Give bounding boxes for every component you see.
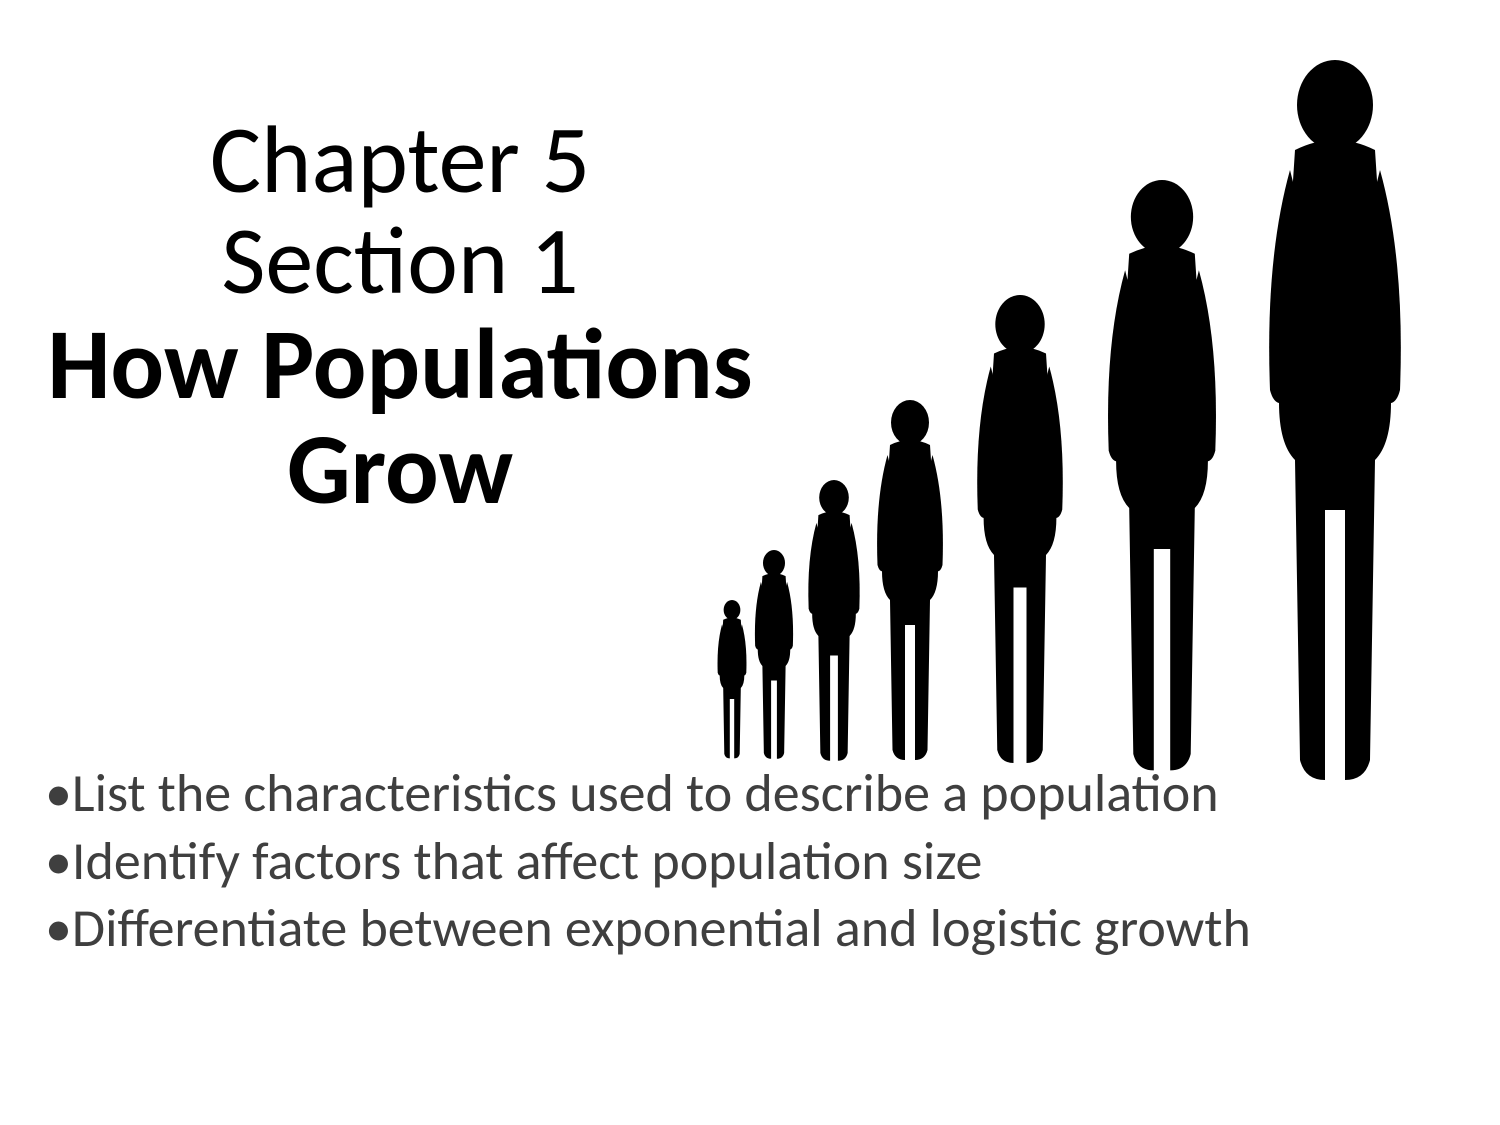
- bullet-item: •Identify factors that affect population…: [45, 828, 1425, 896]
- bullet-list: •List the characteristics used to descri…: [45, 760, 1425, 963]
- title-main-line1: How Populations: [40, 312, 760, 417]
- bullet-text: Differentiate between exponential and lo…: [72, 895, 1251, 961]
- bullet-item: •Differentiate between exponential and l…: [45, 895, 1425, 963]
- bullet-item: •List the characteristics used to descri…: [45, 760, 1425, 828]
- slide-title-block: Chapter 5 Section 1 How Populations Grow: [40, 110, 760, 522]
- title-main-line2: Grow: [40, 417, 760, 522]
- title-chapter: Chapter 5: [40, 110, 760, 211]
- bullet-text: Identify factors that affect population …: [72, 828, 982, 894]
- title-section: Section 1: [40, 211, 760, 312]
- bullet-text: List the characteristics used to describ…: [72, 760, 1219, 826]
- population-silhouettes-illustration: [700, 60, 1500, 800]
